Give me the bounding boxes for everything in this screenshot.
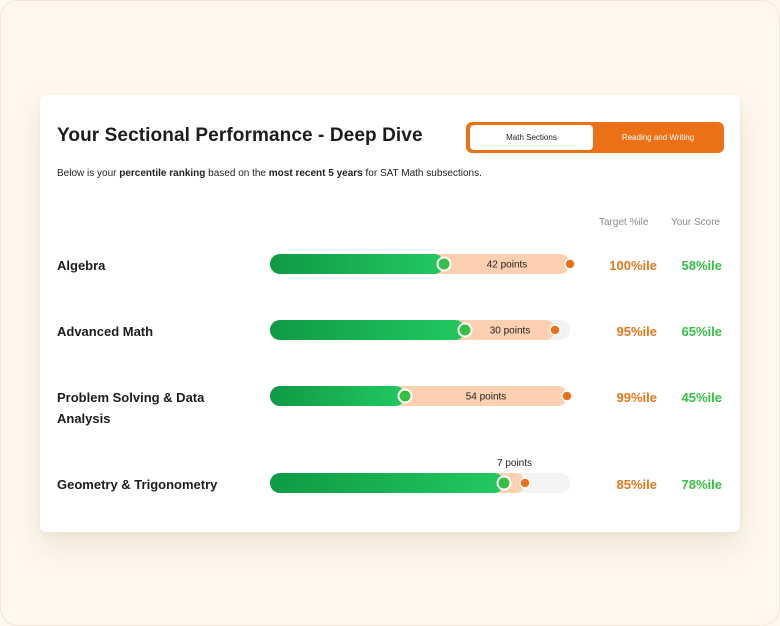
row-label-algebra: Algebra	[57, 258, 106, 273]
performance-card: Your Sectional Performance - Deep Dive M…	[40, 95, 740, 532]
subtitle-bold-years: most recent 5 years	[268, 168, 363, 179]
gap-label-problem-solving: 54 points	[466, 392, 507, 403]
target-value-problem-solving: 99%ile	[616, 390, 657, 405]
gap-label-geometry: 7 points	[497, 458, 532, 469]
score-marker-problem-solving	[397, 388, 413, 404]
target-value-algebra: 100%ile	[609, 258, 657, 273]
target-marker-problem-solving	[561, 390, 573, 402]
bar-score-advanced-math	[270, 320, 465, 340]
target-marker-geometry	[519, 477, 531, 489]
page-title: Your Sectional Performance - Deep Dive	[57, 125, 423, 146]
column-header-score: Your Score	[671, 217, 721, 228]
score-value-problem-solving: 45%ile	[681, 390, 722, 405]
column-header-target: Target %ile	[599, 217, 649, 228]
tab-reading-and-writing[interactable]: Reading and Writing	[621, 133, 695, 142]
score-value-algebra: 58%ile	[681, 258, 722, 273]
subtitle-mid: based on the	[205, 168, 269, 179]
score-marker-advanced-math	[457, 322, 473, 338]
progress-bars-chart: 42 points 30 points 54 points 7 points	[270, 254, 576, 493]
score-value-advanced-math: 65%ile	[681, 324, 722, 339]
bar-score-algebra	[270, 254, 444, 274]
subtitle: Below is your percentile ranking based o…	[57, 168, 482, 179]
target-value-geometry: 85%ile	[616, 477, 657, 492]
subtitle-bold-percentile: percentile ranking	[119, 168, 206, 179]
row-label-advanced-math: Advanced Math	[57, 324, 154, 339]
score-value-geometry: 78%ile	[681, 477, 722, 492]
bar-score-problem-solving	[270, 386, 405, 406]
bar-score-geometry	[270, 473, 504, 493]
target-marker-algebra	[564, 258, 576, 270]
subtitle-suffix: for SAT Math subsections.	[362, 168, 482, 179]
score-marker-geometry	[496, 475, 512, 491]
subtitle-prefix: Below is your	[57, 168, 120, 179]
tab-math-sections[interactable]: Math Sections	[470, 125, 593, 150]
gap-label-algebra: 42 points	[487, 260, 528, 271]
row-label-problem-solving: Problem Solving & Data Analysis	[57, 390, 205, 426]
target-marker-advanced-math	[549, 324, 561, 336]
target-value-advanced-math: 95%ile	[616, 324, 657, 339]
section-toggle: Math Sections Reading and Writing	[466, 122, 724, 153]
gap-label-advanced-math: 30 points	[490, 326, 531, 337]
score-marker-algebra	[436, 256, 452, 272]
row-label-geometry: Geometry & Trigonometry	[57, 477, 218, 492]
